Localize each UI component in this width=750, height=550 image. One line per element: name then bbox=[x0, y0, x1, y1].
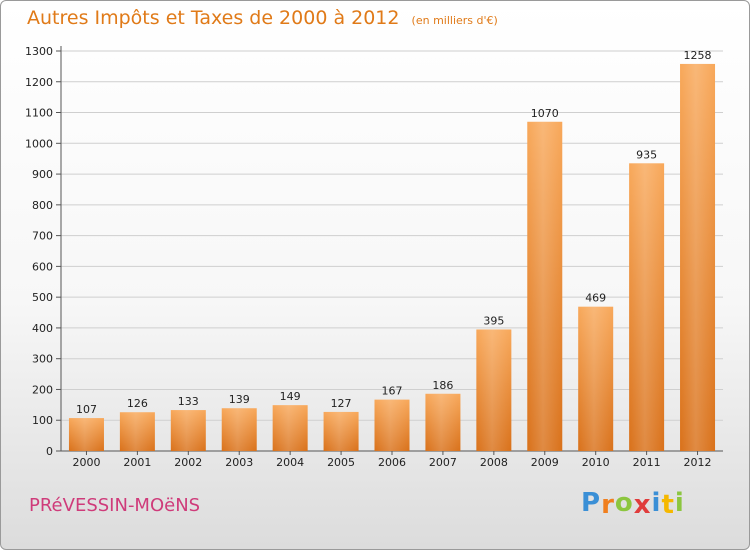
labels: 0 100 200 300 400 500 600 700 800 900 1000 1100 1200… bbox=[25, 45, 712, 469]
logo-letter: o bbox=[614, 488, 634, 518]
y-tick-label: 400 bbox=[32, 322, 53, 335]
logo-letter: i bbox=[651, 488, 662, 518]
commune-name: PRéVESSIN-MOëNS bbox=[29, 495, 201, 516]
y-tick-label: 1100 bbox=[25, 107, 53, 120]
logo-letter: P bbox=[581, 488, 602, 518]
bar-highlight bbox=[476, 329, 512, 451]
y-tick-label: 800 bbox=[32, 199, 53, 212]
chart-subtitle: (en milliers d'€) bbox=[411, 14, 498, 27]
bar-highlight bbox=[272, 405, 308, 451]
y-tick-label: 1300 bbox=[25, 45, 53, 58]
x-tick-label: 2008 bbox=[480, 456, 508, 469]
x-tick-label: 2000 bbox=[72, 456, 100, 469]
bar-value-label: 469 bbox=[585, 292, 606, 305]
x-tick-label: 2007 bbox=[429, 456, 457, 469]
logo-letter: t bbox=[661, 490, 675, 520]
x-tick-label: 2001 bbox=[123, 456, 151, 469]
x-tick-label: 2004 bbox=[276, 456, 304, 469]
chart-title: Autres Impôts et Taxes de 2000 à 2012 (e… bbox=[27, 7, 498, 29]
y-tick-label: 700 bbox=[32, 230, 53, 243]
chart-title-text: Autres Impôts et Taxes de 2000 à 2012 bbox=[27, 7, 400, 29]
bar-value-label: 186 bbox=[432, 379, 453, 392]
y-tick-label: 300 bbox=[32, 353, 53, 366]
bar-value-label: 167 bbox=[382, 385, 403, 398]
y-tick-label: 600 bbox=[32, 260, 53, 273]
bar-highlight bbox=[680, 63, 716, 452]
bar-value-label: 149 bbox=[280, 390, 301, 403]
x-tick-label: 2011 bbox=[633, 456, 661, 469]
y-tick-label: 1200 bbox=[25, 76, 53, 89]
bar-value-label: 935 bbox=[636, 148, 657, 161]
y-tick-label: 0 bbox=[46, 445, 53, 458]
x-tick-label: 2010 bbox=[582, 456, 610, 469]
bar-value-label: 126 bbox=[127, 397, 148, 410]
grid-lines bbox=[61, 50, 723, 421]
y-tick-label: 200 bbox=[32, 383, 53, 396]
y-tick-label: 500 bbox=[32, 291, 53, 304]
bar-value-label: 1070 bbox=[531, 107, 559, 120]
x-tick-label: 2003 bbox=[225, 456, 253, 469]
y-tick-label: 1000 bbox=[25, 137, 53, 150]
bar-highlight bbox=[374, 399, 410, 451]
bar-highlight bbox=[578, 306, 614, 451]
bar-value-label: 139 bbox=[229, 393, 250, 406]
bar-highlight bbox=[170, 410, 206, 451]
y-tick-label: 900 bbox=[32, 168, 53, 181]
bar-highlight bbox=[119, 412, 155, 451]
bar-highlight bbox=[221, 408, 257, 451]
x-tick-label: 2006 bbox=[378, 456, 406, 469]
bar-highlight bbox=[629, 163, 665, 452]
bar-highlight bbox=[68, 418, 104, 451]
bar-value-label: 107 bbox=[76, 403, 97, 416]
bar-highlight bbox=[527, 121, 563, 452]
x-tick-label: 2005 bbox=[327, 456, 355, 469]
bar-highlight bbox=[323, 411, 359, 451]
bar-value-label: 1258 bbox=[684, 49, 712, 62]
logo-letter: r bbox=[601, 490, 615, 520]
bar-highlight bbox=[425, 393, 461, 451]
proxiti-logo: Proxiti bbox=[581, 488, 685, 520]
bar-value-label: 133 bbox=[178, 395, 199, 408]
x-tick-label: 2009 bbox=[531, 456, 559, 469]
x-tick-label: 2012 bbox=[684, 456, 712, 469]
logo-letter: x bbox=[633, 490, 652, 520]
bar-value-label: 127 bbox=[331, 397, 352, 410]
bar-value-label: 395 bbox=[483, 314, 504, 327]
bars bbox=[68, 63, 716, 452]
y-tick-label: 100 bbox=[32, 414, 53, 427]
logo-letter: i bbox=[674, 488, 685, 518]
x-tick-label: 2002 bbox=[174, 456, 202, 469]
